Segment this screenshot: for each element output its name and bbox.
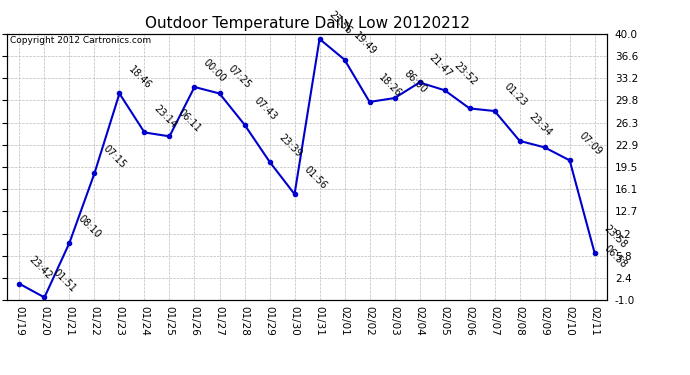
- Text: 01:51: 01:51: [51, 268, 78, 295]
- Text: 08:10: 08:10: [77, 213, 103, 240]
- Text: 01:56: 01:56: [302, 165, 328, 191]
- Text: 23:58: 23:58: [602, 224, 629, 251]
- Text: 19:49: 19:49: [351, 30, 378, 57]
- Text: 18:26: 18:26: [377, 72, 404, 99]
- Title: Outdoor Temperature Daily Low 20120212: Outdoor Temperature Daily Low 20120212: [144, 16, 470, 31]
- Text: 23:42: 23:42: [26, 254, 53, 281]
- Text: 07:09: 07:09: [577, 131, 604, 158]
- Text: 23:39: 23:39: [277, 132, 304, 159]
- Text: 06:11: 06:11: [177, 107, 203, 134]
- Text: 23:14: 23:14: [151, 103, 178, 130]
- Text: 07:15: 07:15: [101, 144, 128, 171]
- Text: 01:23: 01:23: [502, 81, 529, 108]
- Text: 23:56: 23:56: [326, 9, 353, 36]
- Text: 00:00: 00:00: [201, 57, 228, 84]
- Text: Copyright 2012 Cartronics.com: Copyright 2012 Cartronics.com: [10, 36, 151, 45]
- Text: 07:43: 07:43: [251, 95, 278, 122]
- Text: 86:00: 86:00: [402, 69, 428, 95]
- Text: 06:58: 06:58: [602, 243, 629, 270]
- Text: 18:46: 18:46: [126, 64, 153, 91]
- Text: 23:34: 23:34: [526, 111, 553, 138]
- Text: 07:25: 07:25: [226, 64, 253, 91]
- Text: 21:47: 21:47: [426, 53, 453, 80]
- Text: 23:52: 23:52: [451, 60, 479, 87]
